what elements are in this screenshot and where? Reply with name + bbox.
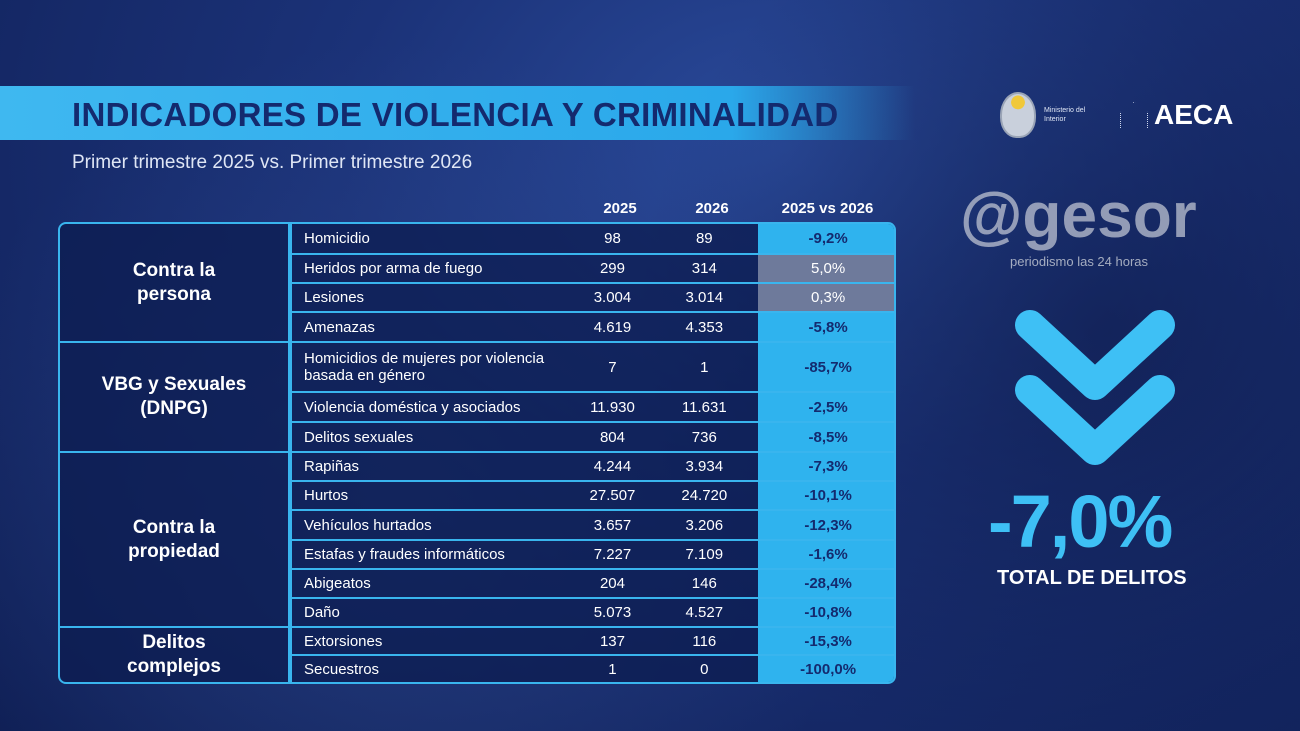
table-row: Violencia doméstica y asociados 11.930 11.… [290, 391, 894, 421]
title-band [0, 86, 915, 140]
crime-name: Heridos por arma de fuego [304, 260, 483, 277]
change-value: -2,5% [808, 398, 848, 416]
value-2025: 1 [608, 660, 617, 678]
table-row: Secuestros 1 0 -100,0% [290, 654, 894, 682]
column-header-2025: 2025 [603, 200, 637, 217]
crime-name: Delitos sexuales [304, 428, 414, 446]
value-2026: 89 [695, 230, 713, 247]
value-2026: 11.631 [681, 398, 727, 416]
value-2026: 3.206 [685, 516, 724, 534]
crime-name: Estafas y fraudes informáticos [304, 546, 505, 563]
change-value: -100,0% [800, 660, 857, 678]
change-value: -85,7% [804, 358, 852, 376]
value-2025: 804 [599, 428, 625, 446]
total-change-value: -7,0% [988, 480, 1173, 563]
value-2025: 27.507 [589, 487, 636, 504]
table-row: Amenazas 4.619 4.353 -5,8% [290, 311, 894, 341]
page-subtitle: Primer trimestre 2025 vs. Primer trimest… [72, 152, 473, 173]
value-2026: 736 [691, 428, 717, 446]
value-2026: 24.720 [681, 487, 728, 504]
value-2026: 4.527 [685, 604, 724, 621]
value-2025: 11.930 [590, 398, 635, 416]
value-2025: 5.073 [593, 604, 632, 621]
total-change-label: TOTAL DE DELITOS [997, 567, 1187, 589]
category-label: Contra la propiedad [60, 451, 290, 626]
table-row: Extorsiones 137 116 -15,3% [290, 626, 894, 654]
category-label: Contra la persona [60, 224, 290, 341]
change-value: -10,1% [804, 487, 852, 504]
change-value: -10,8% [804, 604, 852, 621]
table-row: Heridos por arma de fuego 299 314 5,0% [290, 253, 894, 282]
crime-name: Homicidio [304, 230, 370, 247]
value-2026: 146 [691, 575, 717, 592]
watermark-tagline: periodismo las 24 horas [1010, 254, 1149, 269]
ministry-logo-text: Ministerio del Interior [1044, 107, 1086, 123]
crime-name: Lesiones [304, 289, 365, 306]
value-2025: 7.227 [593, 546, 632, 563]
crime-name: Homicidios de mujeres por violencia basa… [304, 350, 545, 384]
value-2026: 3.934 [685, 458, 724, 475]
table-row: Abigeatos 204 146 -28,4% [290, 568, 894, 597]
crime-name: Amenazas [304, 318, 375, 336]
value-2025: 7 [608, 358, 617, 376]
column-header-change: 2025 vs 2026 [781, 200, 874, 217]
value-2026: 7.109 [685, 546, 724, 563]
value-2026: 314 [691, 260, 717, 277]
table-row: Homicidio 98 89 -9,2% [290, 224, 894, 253]
crime-name: Abigeatos [304, 575, 371, 592]
table-row: Estafas y fraudes informáticos 7.227 7.109… [290, 539, 894, 568]
crime-name: Hurtos [304, 487, 349, 504]
value-2025: 299 [599, 260, 625, 277]
table-row: Vehículos hurtados 3.657 3.206 -12,3% [290, 509, 894, 539]
value-2026: 1 [700, 358, 709, 376]
value-2025: 137 [599, 632, 625, 650]
value-2025: 4.619 [593, 318, 632, 336]
table-row: Lesiones 3.004 3.014 0,3% [290, 282, 894, 311]
logos: Ministerio del Interior AECA [1000, 92, 1233, 138]
value-2025: 3.004 [593, 289, 632, 306]
aeca-logo: AECA [1120, 99, 1233, 131]
table-row: Delitos sexuales 804 736 -8,5% [290, 421, 894, 451]
value-2025: 204 [599, 575, 625, 592]
change-value: 5,0% [758, 255, 894, 282]
change-value: 0,3% [758, 284, 894, 311]
table-row: Rapiñas 4.244 3.934 -7,3% [290, 451, 894, 480]
category-label: VBG y Sexuales (DNPG) [60, 341, 290, 451]
change-value: -1,6% [808, 546, 848, 563]
crime-name: Violencia doméstica y asociados [304, 398, 521, 416]
change-value: -5,8% [808, 318, 848, 336]
change-value: -8,5% [808, 428, 848, 446]
page-title: INDICADORES DE VIOLENCIA Y CRIMINALIDAD [72, 96, 839, 133]
value-2026: 116 [692, 632, 717, 650]
aeca-building-icon [1120, 102, 1148, 128]
value-2025: 4.244 [593, 458, 632, 475]
value-2026: 0 [700, 660, 709, 678]
value-2026: 3.014 [685, 289, 724, 306]
crime-name: Vehículos hurtados [304, 516, 432, 534]
change-value: -12,3% [804, 516, 852, 534]
ministry-seal-icon [1000, 92, 1036, 138]
column-header-2026: 2026 [695, 200, 729, 217]
crime-name: Rapiñas [304, 458, 360, 475]
table-row: Daño 5.073 4.527 -10,8% [290, 597, 894, 626]
value-2025: 98 [604, 230, 621, 247]
watermark: @gesor [960, 179, 1197, 251]
aeca-logo-text: AECA [1154, 99, 1234, 130]
value-2026: 4.353 [685, 318, 724, 336]
category-label: Delitos complejos [60, 626, 290, 682]
table-row: Hurtos 27.507 24.720 -10,1% [290, 480, 894, 509]
crime-name: Extorsiones [304, 632, 383, 650]
change-value: -15,3% [804, 632, 852, 650]
change-value: -9,2% [808, 230, 848, 247]
crime-table: Homicidio 98 89 -9,2% Heridos por arma de fu… [58, 222, 896, 684]
change-value: -7,3% [808, 458, 848, 475]
double-chevron-down-icon [1015, 310, 1175, 465]
change-value: -28,4% [804, 575, 852, 592]
crime-name: Secuestros [304, 660, 380, 678]
divider [290, 224, 292, 682]
crime-name: Daño [304, 604, 340, 621]
table-row: Homicidios de mujeres por violencia basa… [290, 341, 894, 391]
value-2025: 3.657 [593, 516, 632, 534]
